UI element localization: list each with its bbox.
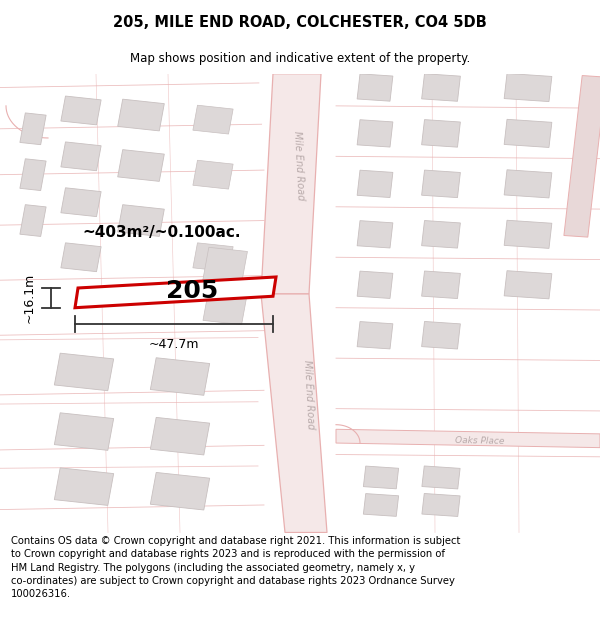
Polygon shape [193,243,233,272]
Text: Map shows position and indicative extent of the property.: Map shows position and indicative extent… [130,52,470,64]
Polygon shape [55,412,113,451]
Polygon shape [336,429,600,448]
Polygon shape [55,353,113,391]
Polygon shape [75,277,276,308]
Polygon shape [261,74,321,294]
Text: Mile End Road: Mile End Road [292,131,305,201]
Polygon shape [504,271,552,299]
Polygon shape [422,221,460,248]
Polygon shape [422,466,460,489]
Polygon shape [422,321,460,349]
Polygon shape [357,170,393,198]
Text: 205: 205 [166,279,218,302]
Polygon shape [422,494,460,516]
Polygon shape [564,76,600,237]
Polygon shape [357,271,393,299]
Text: ~16.1m: ~16.1m [23,272,36,323]
Polygon shape [357,221,393,248]
Text: 205, MILE END ROAD, COLCHESTER, CO4 5DB: 205, MILE END ROAD, COLCHESTER, CO4 5DB [113,15,487,30]
Polygon shape [61,96,101,125]
Polygon shape [203,248,247,286]
Polygon shape [20,204,46,236]
Polygon shape [357,322,393,349]
Polygon shape [118,149,164,181]
Polygon shape [61,243,101,272]
Polygon shape [193,105,233,134]
Text: Contains OS data © Crown copyright and database right 2021. This information is : Contains OS data © Crown copyright and d… [11,536,460,599]
Polygon shape [422,74,460,101]
Polygon shape [357,120,393,147]
Polygon shape [422,119,460,147]
Polygon shape [504,170,552,198]
Polygon shape [151,357,209,395]
Polygon shape [118,99,164,131]
Text: ~403m²/~0.100ac.: ~403m²/~0.100ac. [83,224,241,239]
Text: Mile End Road: Mile End Road [302,360,316,430]
Polygon shape [203,291,247,324]
Polygon shape [118,204,164,236]
Polygon shape [504,119,552,148]
Polygon shape [422,170,460,198]
Polygon shape [55,468,113,506]
Polygon shape [357,74,393,101]
Text: Oaks Place: Oaks Place [455,436,505,446]
Polygon shape [504,74,552,102]
Polygon shape [151,418,209,455]
Polygon shape [193,160,233,189]
Polygon shape [151,472,209,510]
Text: ~47.7m: ~47.7m [149,338,199,351]
Polygon shape [20,159,46,191]
Polygon shape [504,220,552,248]
Polygon shape [261,294,327,532]
Polygon shape [422,271,460,299]
Polygon shape [61,188,101,217]
Polygon shape [364,494,398,516]
Polygon shape [61,142,101,171]
Polygon shape [20,113,46,144]
Polygon shape [364,466,398,489]
